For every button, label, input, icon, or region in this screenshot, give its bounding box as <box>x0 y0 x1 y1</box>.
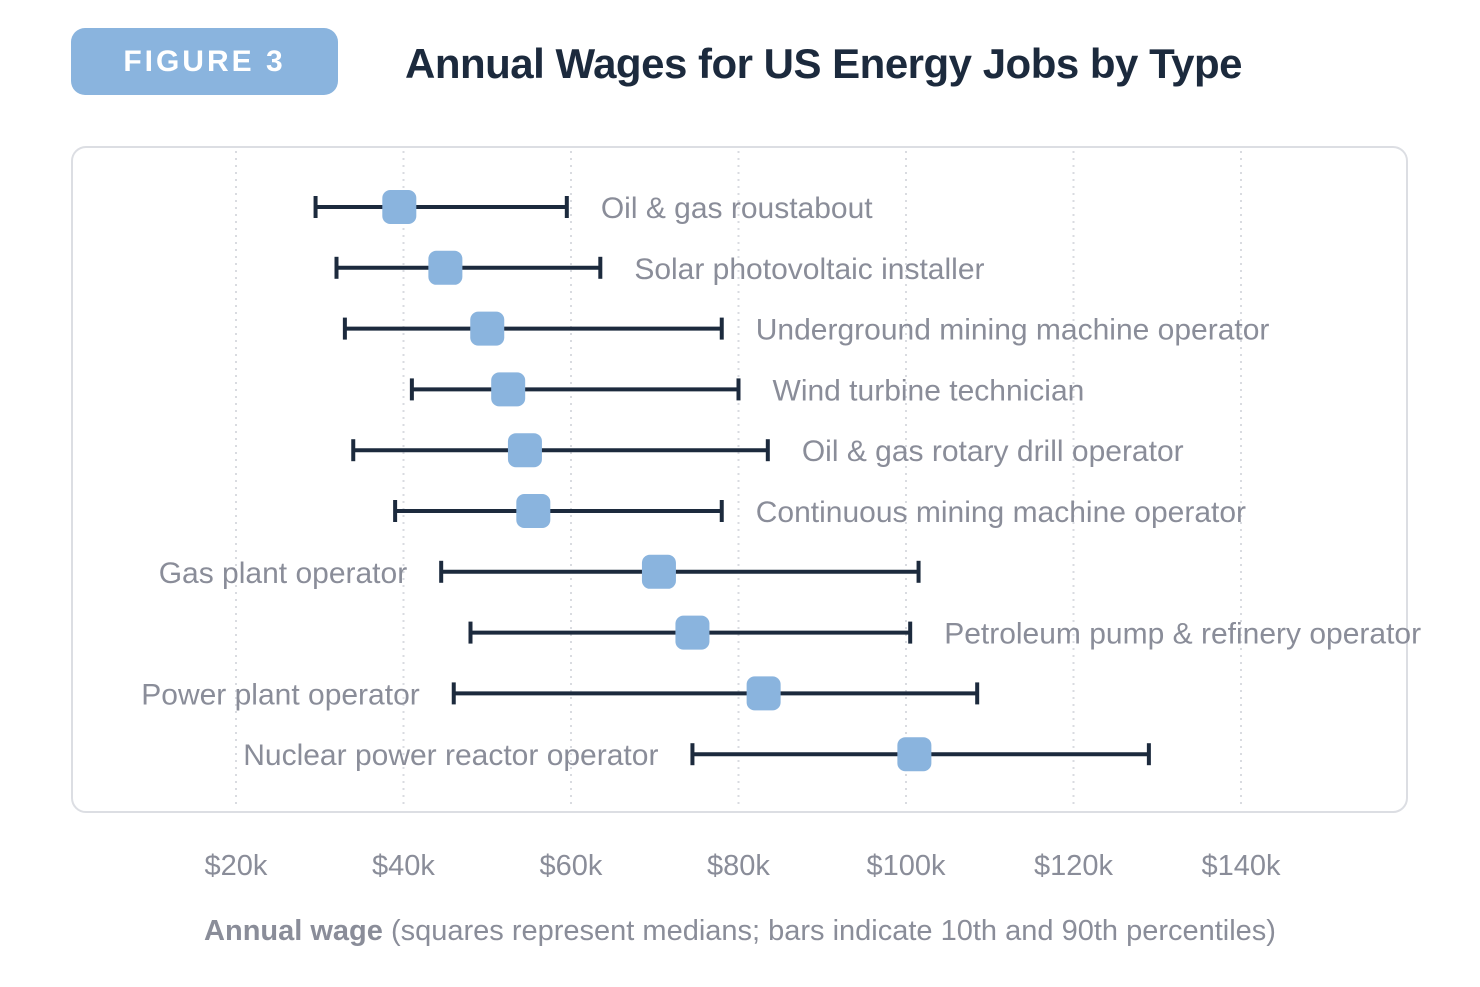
axis-caption: Annual wage (squares represent medians; … <box>0 915 1480 948</box>
chart-title: Annual Wages for US Energy Jobs by Type <box>405 40 1243 87</box>
median-square <box>746 676 781 711</box>
figure-badge: FIGURE 3 <box>71 28 338 95</box>
median-square <box>675 615 710 650</box>
row-label: Gas plant operator <box>159 557 407 590</box>
median-square <box>470 311 505 346</box>
x-tick-label: $80k <box>707 850 770 882</box>
x-tick-label: $20k <box>205 850 268 882</box>
median-square <box>428 250 463 285</box>
row-label: Continuous mining machine operator <box>756 496 1246 529</box>
median-square <box>382 190 417 224</box>
median-square <box>507 433 542 468</box>
x-tick-label: $100k <box>866 850 946 882</box>
row-label: Underground mining machine operator <box>756 314 1270 347</box>
row-label: Solar photovoltaic installer <box>634 253 984 286</box>
x-tick-label: $60k <box>540 850 603 882</box>
row-label: Oil & gas rotary drill operator <box>802 435 1184 468</box>
median-square <box>641 554 676 589</box>
x-axis-label: Annual wage <box>204 915 383 947</box>
median-square <box>897 737 932 772</box>
row-label: Nuclear power reactor operator <box>243 739 658 772</box>
row-label: Wind turbine technician <box>773 374 1085 407</box>
x-axis-note: (squares represent medians; bars indicat… <box>390 915 1276 947</box>
median-square <box>516 494 551 528</box>
x-tick-label: $40k <box>372 850 435 882</box>
x-tick-label: $140k <box>1201 850 1281 882</box>
row-label: Oil & gas roustabout <box>601 192 873 225</box>
median-square <box>491 372 526 407</box>
x-tick-label: $120k <box>1034 850 1114 882</box>
row-label: Power plant operator <box>141 678 420 711</box>
row-label: Petroleum pump & refinery operator <box>944 618 1421 651</box>
